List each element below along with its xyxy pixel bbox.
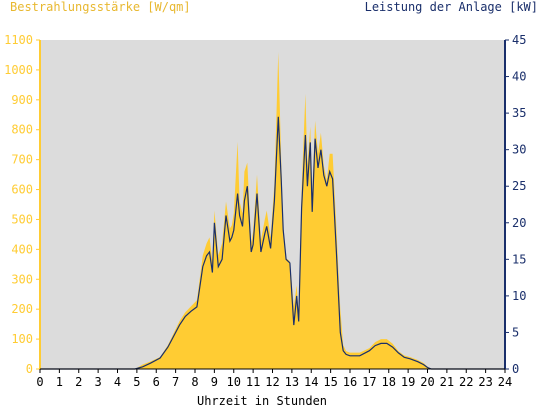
x-axis-tick-label: 13: [285, 375, 299, 389]
x-axis-tick-label: 7: [172, 375, 179, 389]
right-axis-tick-label: 15: [512, 252, 526, 266]
x-axis-tick-label: 9: [211, 375, 218, 389]
x-axis-tick-label: 18: [382, 375, 396, 389]
series-layer: [40, 52, 505, 370]
x-axis-tick-label: 5: [133, 375, 140, 389]
right-axis-tick-label: 0: [512, 362, 519, 376]
x-axis-tick-label: 6: [153, 375, 160, 389]
right-axis-tick-label: 20: [512, 216, 526, 230]
left-axis-tick-label: 700: [11, 153, 33, 167]
right-axis-title: Leistung der Anlage [kW]: [365, 0, 538, 14]
x-axis-tick-label: 0: [36, 375, 43, 389]
x-axis-tick-label: 3: [95, 375, 102, 389]
right-axis-tick-label: 40: [512, 70, 526, 84]
right-axis-tick-label: 10: [512, 289, 526, 303]
left-axis-tick-label: 0: [26, 362, 33, 376]
right-axis-tick-label: 30: [512, 143, 526, 157]
x-axis-tick-label: 1: [56, 375, 63, 389]
left-axis-tick-label: 200: [11, 302, 33, 316]
x-axis-tick-label: 23: [478, 375, 492, 389]
right-axis-tick-label: 35: [512, 106, 526, 120]
axes-layer: 0100200300400500600700800900100011000510…: [4, 33, 526, 389]
left-axis-tick-label: 500: [11, 212, 33, 226]
x-axis-tick-label: 11: [246, 375, 260, 389]
x-axis-tick-label: 10: [227, 375, 241, 389]
right-axis-tick-label: 45: [512, 33, 526, 47]
x-axis-tick-label: 21: [440, 375, 454, 389]
left-axis-tick-label: 600: [11, 183, 33, 197]
x-axis-tick-label: 12: [265, 375, 279, 389]
left-axis-title: Bestrahlungsstärke [W/qm]: [10, 0, 191, 14]
power-line: [40, 116, 505, 370]
x-axis-label: Uhrzeit in Stunden: [197, 394, 327, 408]
left-axis-tick-label: 1000: [4, 63, 33, 77]
x-axis-tick-label: 20: [420, 375, 434, 389]
right-axis-tick-label: 25: [512, 179, 526, 193]
irradiance-area: [40, 52, 505, 369]
x-axis-tick-label: 15: [323, 375, 337, 389]
left-axis-tick-label: 300: [11, 272, 33, 286]
x-axis-tick-label: 16: [343, 375, 357, 389]
left-axis-tick-label: 100: [11, 332, 33, 346]
x-axis-tick-label: 24: [498, 375, 512, 389]
left-axis-tick-label: 400: [11, 242, 33, 256]
x-axis-tick-label: 8: [191, 375, 198, 389]
left-axis-tick-label: 1100: [4, 33, 33, 47]
x-axis-tick-label: 14: [304, 375, 318, 389]
x-axis-tick-label: 19: [401, 375, 415, 389]
x-axis-tick-label: 22: [459, 375, 473, 389]
left-axis-tick-label: 900: [11, 93, 33, 107]
left-axis-tick-label: 800: [11, 123, 33, 137]
x-axis-tick-label: 17: [362, 375, 376, 389]
right-axis-tick-label: 5: [512, 325, 519, 339]
x-axis-tick-label: 2: [75, 375, 82, 389]
x-axis-tick-label: 4: [114, 375, 121, 389]
